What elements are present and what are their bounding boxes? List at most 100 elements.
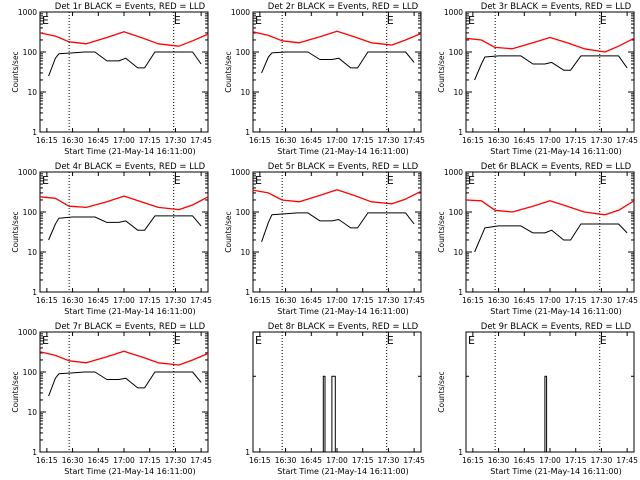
lld-series-line: [252, 189, 422, 205]
y-tick-label: 1: [245, 288, 250, 297]
x-tick-label: 17:30: [165, 136, 187, 145]
plot-frame: [39, 331, 209, 453]
marker-label: E: [255, 14, 262, 27]
x-axis-label: Start Time (21-May-14 16:11:00): [490, 307, 621, 316]
events-series-line: [261, 51, 415, 74]
x-tick-label: 16:30: [488, 296, 510, 305]
y-tick-label: 100: [23, 48, 38, 57]
y-tick-label: 1000: [444, 168, 463, 177]
lld-series-line: [39, 195, 209, 211]
x-tick-label: 17:30: [165, 296, 187, 305]
x-tick-label: 16:30: [62, 296, 84, 305]
plot-frame: [39, 11, 209, 133]
x-tick-label: 17:00: [113, 456, 135, 465]
marker-label: E: [468, 174, 475, 187]
x-tick-label: 16:15: [36, 456, 58, 465]
panel-title: Det 8r BLACK = Events, RED = LLD: [268, 322, 419, 332]
marker-label: E: [255, 334, 262, 347]
x-tick-label: 17:30: [591, 296, 613, 305]
x-tick-label: 16:45: [513, 296, 535, 305]
marker-label: E: [42, 174, 49, 187]
x-tick-label: 16:45: [513, 456, 535, 465]
y-tick-label: 1000: [231, 8, 250, 17]
lld-series-line: [39, 350, 209, 366]
x-tick-label: 17:45: [616, 136, 638, 145]
x-tick-label: 17:30: [165, 456, 187, 465]
x-tick-label: 16:15: [462, 136, 484, 145]
marker-label: E: [174, 174, 181, 187]
x-tick-label: 17:45: [403, 136, 425, 145]
x-tick-label: 17:15: [139, 456, 161, 465]
x-tick-label: 16:15: [36, 296, 58, 305]
x-tick-label: 17:15: [352, 456, 374, 465]
x-tick-label: 16:45: [300, 456, 322, 465]
x-tick-label: 17:45: [616, 296, 638, 305]
y-axis-label: Counts/sec: [224, 211, 233, 252]
x-tick-label: 17:30: [378, 456, 400, 465]
events-series-line: [322, 375, 336, 453]
y-tick-label: 100: [23, 208, 38, 217]
x-tick-label: 17:00: [113, 136, 135, 145]
x-tick-label: 17:15: [352, 136, 374, 145]
x-tick-label: 17:30: [378, 296, 400, 305]
lld-series-line: [465, 36, 635, 53]
x-axis-label: Start Time (21-May-14 16:11:00): [64, 467, 195, 476]
x-tick-label: 16:45: [87, 296, 109, 305]
y-tick-label: 100: [236, 48, 251, 57]
x-axis-label: Start Time (21-May-14 16:11:00): [277, 307, 408, 316]
y-axis-label: Counts/sec: [437, 51, 446, 92]
plot-frame: [465, 11, 635, 133]
y-tick-label: 1: [32, 288, 37, 297]
x-tick-label: 17:00: [326, 136, 348, 145]
panel-title: Det 4r BLACK = Events, RED = LLD: [55, 162, 206, 172]
x-axis-label: Start Time (21-May-14 16:11:00): [277, 467, 408, 476]
x-tick-label: 17:15: [565, 136, 587, 145]
plot-frame: [465, 171, 635, 293]
x-tick-label: 16:30: [488, 136, 510, 145]
panel-title: Det 6r BLACK = Events, RED = LLD: [481, 162, 632, 172]
x-tick-label: 17:45: [190, 456, 212, 465]
panel-title: Det 5r BLACK = Events, RED = LLD: [268, 162, 419, 172]
x-tick-label: 17:00: [113, 296, 135, 305]
x-tick-label: 17:30: [378, 136, 400, 145]
x-tick-label: 16:15: [249, 136, 271, 145]
marker-label: E: [468, 14, 475, 27]
marker-label: E: [600, 174, 607, 187]
x-tick-label: 17:15: [139, 296, 161, 305]
x-tick-label: 16:15: [462, 296, 484, 305]
y-tick-label: 1000: [18, 8, 37, 17]
y-tick-label: 10: [27, 248, 37, 257]
y-tick-label: 100: [236, 208, 251, 217]
x-tick-label: 16:15: [462, 456, 484, 465]
marker-label: E: [255, 174, 262, 187]
x-tick-label: 16:45: [300, 296, 322, 305]
events-series-line: [48, 371, 202, 397]
y-tick-label: 1: [458, 128, 463, 137]
panel-title: Det 2r BLACK = Events, RED = LLD: [268, 2, 419, 12]
x-tick-label: 17:45: [190, 136, 212, 145]
x-tick-label: 17:15: [565, 456, 587, 465]
y-tick-label: 1: [245, 128, 250, 137]
x-tick-label: 17:15: [352, 296, 374, 305]
x-tick-label: 16:30: [275, 136, 297, 145]
y-tick-label: 1000: [18, 168, 37, 177]
x-tick-label: 17:00: [539, 296, 561, 305]
x-tick-label: 17:30: [591, 456, 613, 465]
plot-frame: [465, 331, 635, 453]
x-tick-label: 17:15: [139, 136, 161, 145]
y-axis-label: Counts/sec: [224, 51, 233, 92]
x-tick-label: 17:00: [326, 296, 348, 305]
y-tick-label: 1000: [18, 328, 37, 337]
x-tick-label: 17:00: [539, 136, 561, 145]
x-tick-label: 16:15: [36, 136, 58, 145]
plot-frame: [39, 171, 209, 293]
events-series-line: [544, 375, 548, 452]
events-series-line: [48, 51, 202, 77]
x-axis-label: Start Time (21-May-14 16:11:00): [64, 307, 195, 316]
x-axis-label: Start Time (21-May-14 16:11:00): [490, 467, 621, 476]
y-tick-label: 1: [32, 128, 37, 137]
y-tick-label: 100: [449, 208, 464, 217]
x-tick-label: 17:00: [539, 456, 561, 465]
x-tick-label: 17:00: [326, 456, 348, 465]
